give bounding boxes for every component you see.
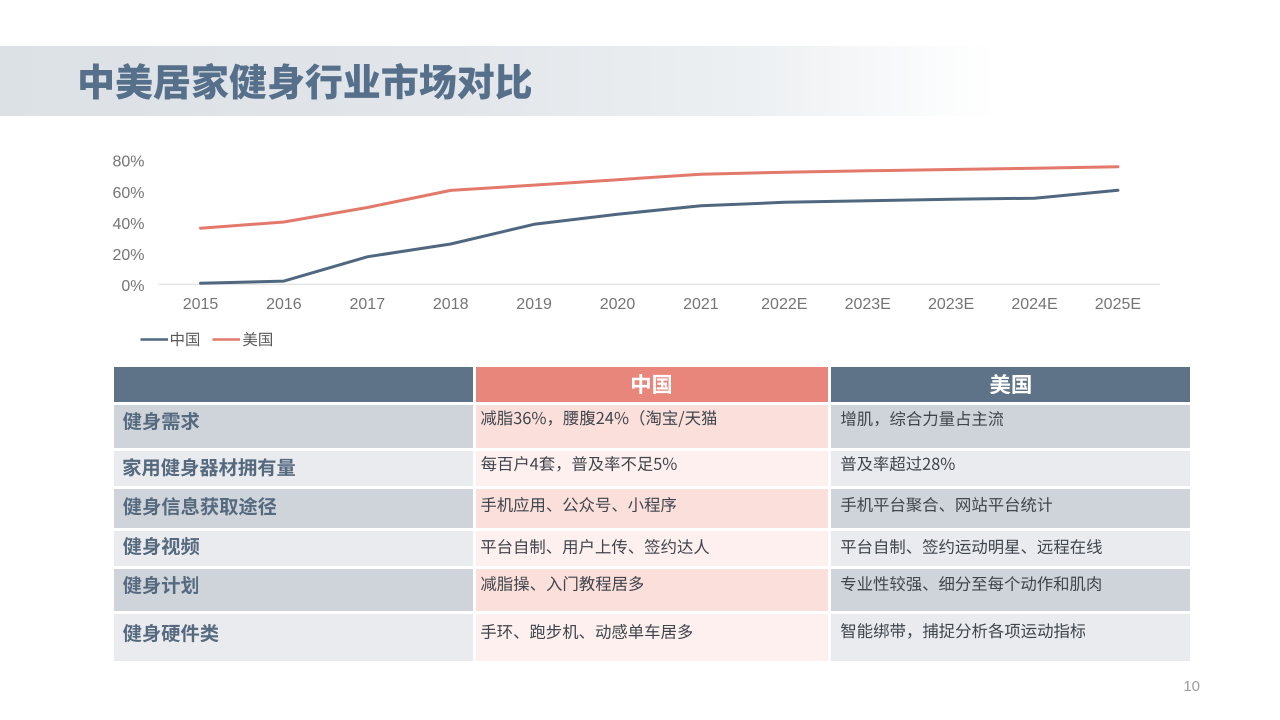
svg-text:2016: 2016 <box>266 296 302 313</box>
svg-text:2023E: 2023E <box>928 296 974 313</box>
svg-text:80%: 80% <box>112 153 144 170</box>
svg-text:2017: 2017 <box>350 296 386 313</box>
svg-text:2021: 2021 <box>683 296 719 313</box>
svg-text:2015: 2015 <box>183 296 219 313</box>
svg-text:2020: 2020 <box>600 296 636 313</box>
svg-text:40%: 40% <box>112 216 144 233</box>
svg-text:2022E: 2022E <box>761 296 807 313</box>
svg-text:2025E: 2025E <box>1095 296 1141 313</box>
svg-text:2024E: 2024E <box>1011 296 1057 313</box>
svg-text:20%: 20% <box>112 247 144 264</box>
svg-text:0%: 0% <box>121 278 144 295</box>
svg-text:2019: 2019 <box>516 296 552 313</box>
svg-text:2023E: 2023E <box>845 296 891 313</box>
svg-text:2018: 2018 <box>433 296 469 313</box>
svg-text:60%: 60% <box>112 185 144 202</box>
